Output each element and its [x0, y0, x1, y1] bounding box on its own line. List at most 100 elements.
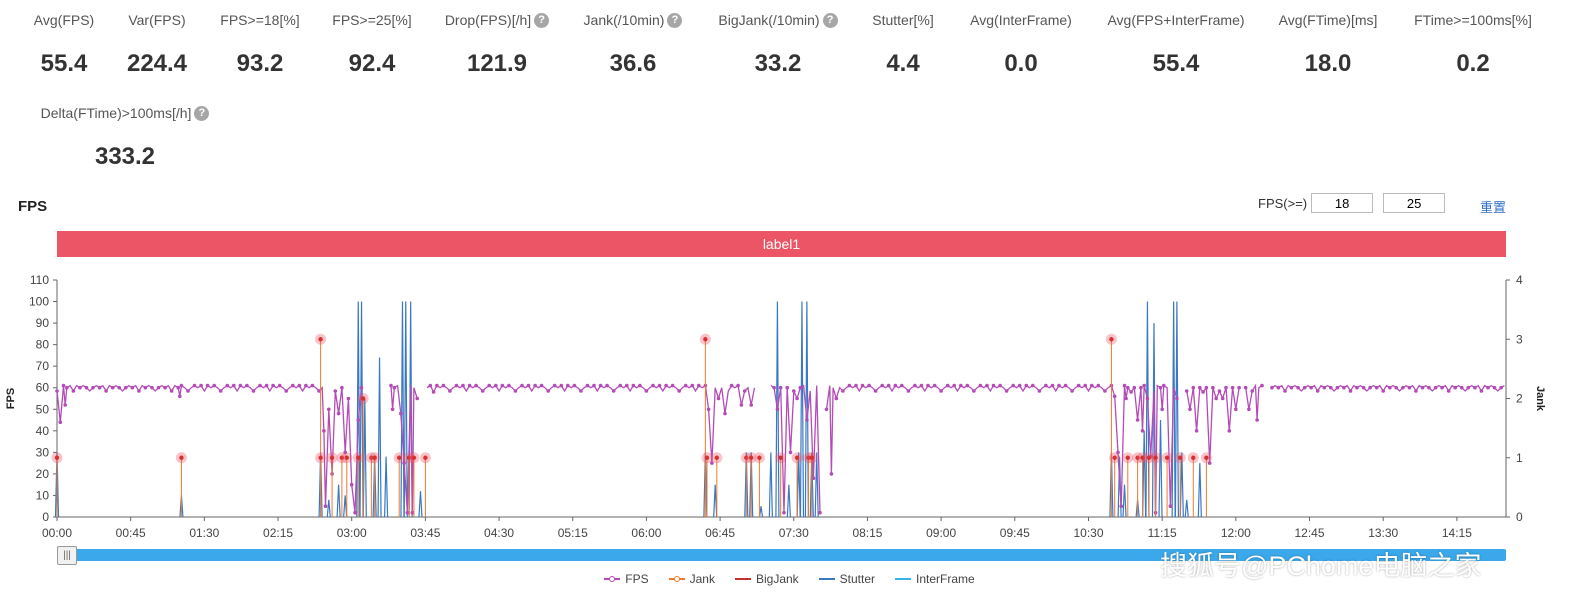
stutter-spike — [418, 491, 423, 518]
jank-point[interactable] — [1204, 455, 1209, 460]
time-range-slider[interactable]: ||| — [57, 546, 1506, 565]
metric-label-text: FTime>=100ms[%] — [1414, 12, 1532, 28]
jank-point[interactable] — [372, 455, 377, 460]
fps-point — [58, 420, 63, 424]
fps-point — [392, 385, 397, 390]
metric-value: 224.4 — [126, 50, 188, 77]
fps-point — [1361, 385, 1366, 390]
stutter-spike — [786, 484, 791, 518]
jank-point[interactable] — [794, 455, 800, 460]
metric-label-text: BigJank(/10min) — [718, 12, 820, 28]
fps-point — [205, 383, 210, 388]
legend-item-stutter[interactable]: Stutter — [818, 572, 875, 586]
fps-point — [739, 403, 744, 407]
fps-point — [359, 385, 364, 390]
jank-point[interactable] — [406, 455, 412, 460]
fps-point — [1217, 389, 1222, 393]
jank-point[interactable] — [809, 455, 814, 460]
fps-point — [1460, 385, 1464, 390]
legend-item-fps[interactable]: FPS — [604, 572, 649, 586]
jank-point[interactable] — [806, 455, 811, 460]
legend-item-bigjank[interactable]: BigJank — [734, 572, 799, 586]
jank-point[interactable] — [1112, 455, 1117, 460]
jank-point[interactable] — [423, 455, 428, 460]
stutter-spike — [775, 301, 780, 518]
help-icon[interactable]: ? — [822, 12, 838, 28]
jank-point[interactable] — [179, 455, 184, 460]
jank-point[interactable] — [360, 396, 366, 401]
jank-point[interactable] — [318, 455, 323, 460]
fps-threshold-18-input[interactable] — [1311, 193, 1374, 213]
jank-point[interactable] — [778, 455, 783, 460]
help-icon[interactable]: ? — [534, 12, 550, 28]
y2-tick-label: 4 — [1516, 273, 1523, 287]
jank-point[interactable] — [1135, 455, 1140, 460]
fps-point — [1204, 385, 1209, 390]
jank-point[interactable] — [339, 455, 345, 460]
jank-point[interactable] — [369, 455, 374, 460]
fps-point — [1124, 396, 1128, 401]
reset-button[interactable]: 重置 — [1480, 200, 1507, 215]
jank-point[interactable] — [1177, 455, 1183, 460]
fps-point — [1414, 389, 1418, 393]
metric-avg-interframe: Avg(InterFrame) 0.0 — [911, 12, 1131, 78]
jank-point[interactable] — [704, 455, 710, 460]
jank-point[interactable] — [1153, 455, 1158, 460]
jank-point[interactable] — [1125, 455, 1130, 460]
fps-point — [428, 383, 433, 388]
fps-point — [323, 504, 328, 508]
metric-label-text: Avg(InterFrame) — [970, 12, 1072, 28]
fps-point — [1394, 385, 1399, 390]
slider-handle[interactable]: ||| — [57, 546, 77, 565]
jank-point[interactable] — [757, 455, 762, 460]
jank-point[interactable] — [749, 455, 754, 460]
jank-point[interactable] — [1164, 455, 1170, 460]
fps-point — [1255, 418, 1259, 422]
slider-track[interactable] — [73, 549, 1506, 561]
fps-point — [867, 383, 871, 388]
jank-point[interactable] — [329, 455, 335, 460]
jank-point[interactable] — [714, 455, 720, 460]
jank-point[interactable] — [318, 337, 323, 342]
fps-point — [346, 396, 351, 401]
fps-point — [1283, 389, 1287, 393]
jank-point[interactable] — [54, 455, 60, 460]
legend-item-interframe[interactable]: InterFrame — [895, 572, 975, 586]
fps-point — [322, 429, 326, 433]
fps-point — [618, 383, 622, 388]
jank-point[interactable] — [344, 455, 349, 460]
fps-point — [1158, 385, 1163, 390]
fps-point — [494, 383, 498, 388]
fps-point — [199, 383, 203, 388]
help-icon[interactable]: ? — [667, 12, 683, 28]
jank-point[interactable] — [1140, 455, 1145, 460]
fps-point — [399, 411, 403, 416]
metric-ftime-100ms: FTime>=100ms[%] 0.2 — [1363, 12, 1579, 78]
legend-swatch — [895, 574, 912, 584]
jank-point[interactable] — [411, 455, 417, 460]
help-icon[interactable]: ? — [194, 105, 210, 121]
jank-point[interactable] — [396, 455, 402, 460]
fps-point — [926, 383, 930, 388]
jank-point[interactable] — [744, 455, 749, 460]
jank-point[interactable] — [1146, 455, 1152, 460]
label-bar[interactable]: label1 — [57, 231, 1506, 257]
fps-point — [1139, 385, 1143, 390]
jank-point[interactable] — [1109, 337, 1114, 342]
fps-point — [507, 383, 511, 388]
legend-item-jank[interactable]: Jank — [668, 572, 715, 586]
jank-point[interactable] — [703, 337, 708, 342]
fps-point — [1175, 396, 1179, 401]
fps-point — [824, 407, 829, 412]
jank-point[interactable] — [356, 455, 361, 460]
metric-var-fps: Var(FPS) 224.4 — [47, 12, 267, 78]
jank-point[interactable] — [1191, 455, 1196, 460]
metric-label: Drop(FPS)[/h]? — [445, 12, 550, 28]
metric-value: 92.4 — [348, 50, 396, 77]
fps-point — [71, 389, 76, 393]
fps-threshold-25-input[interactable] — [1383, 193, 1446, 213]
fps-point — [657, 383, 662, 388]
metric-avg-ftime-ms: Avg(FTime)[ms] 18.0 — [1218, 12, 1438, 78]
fps-point — [919, 383, 924, 388]
metric-label: Jank(/10min)? — [584, 12, 683, 28]
